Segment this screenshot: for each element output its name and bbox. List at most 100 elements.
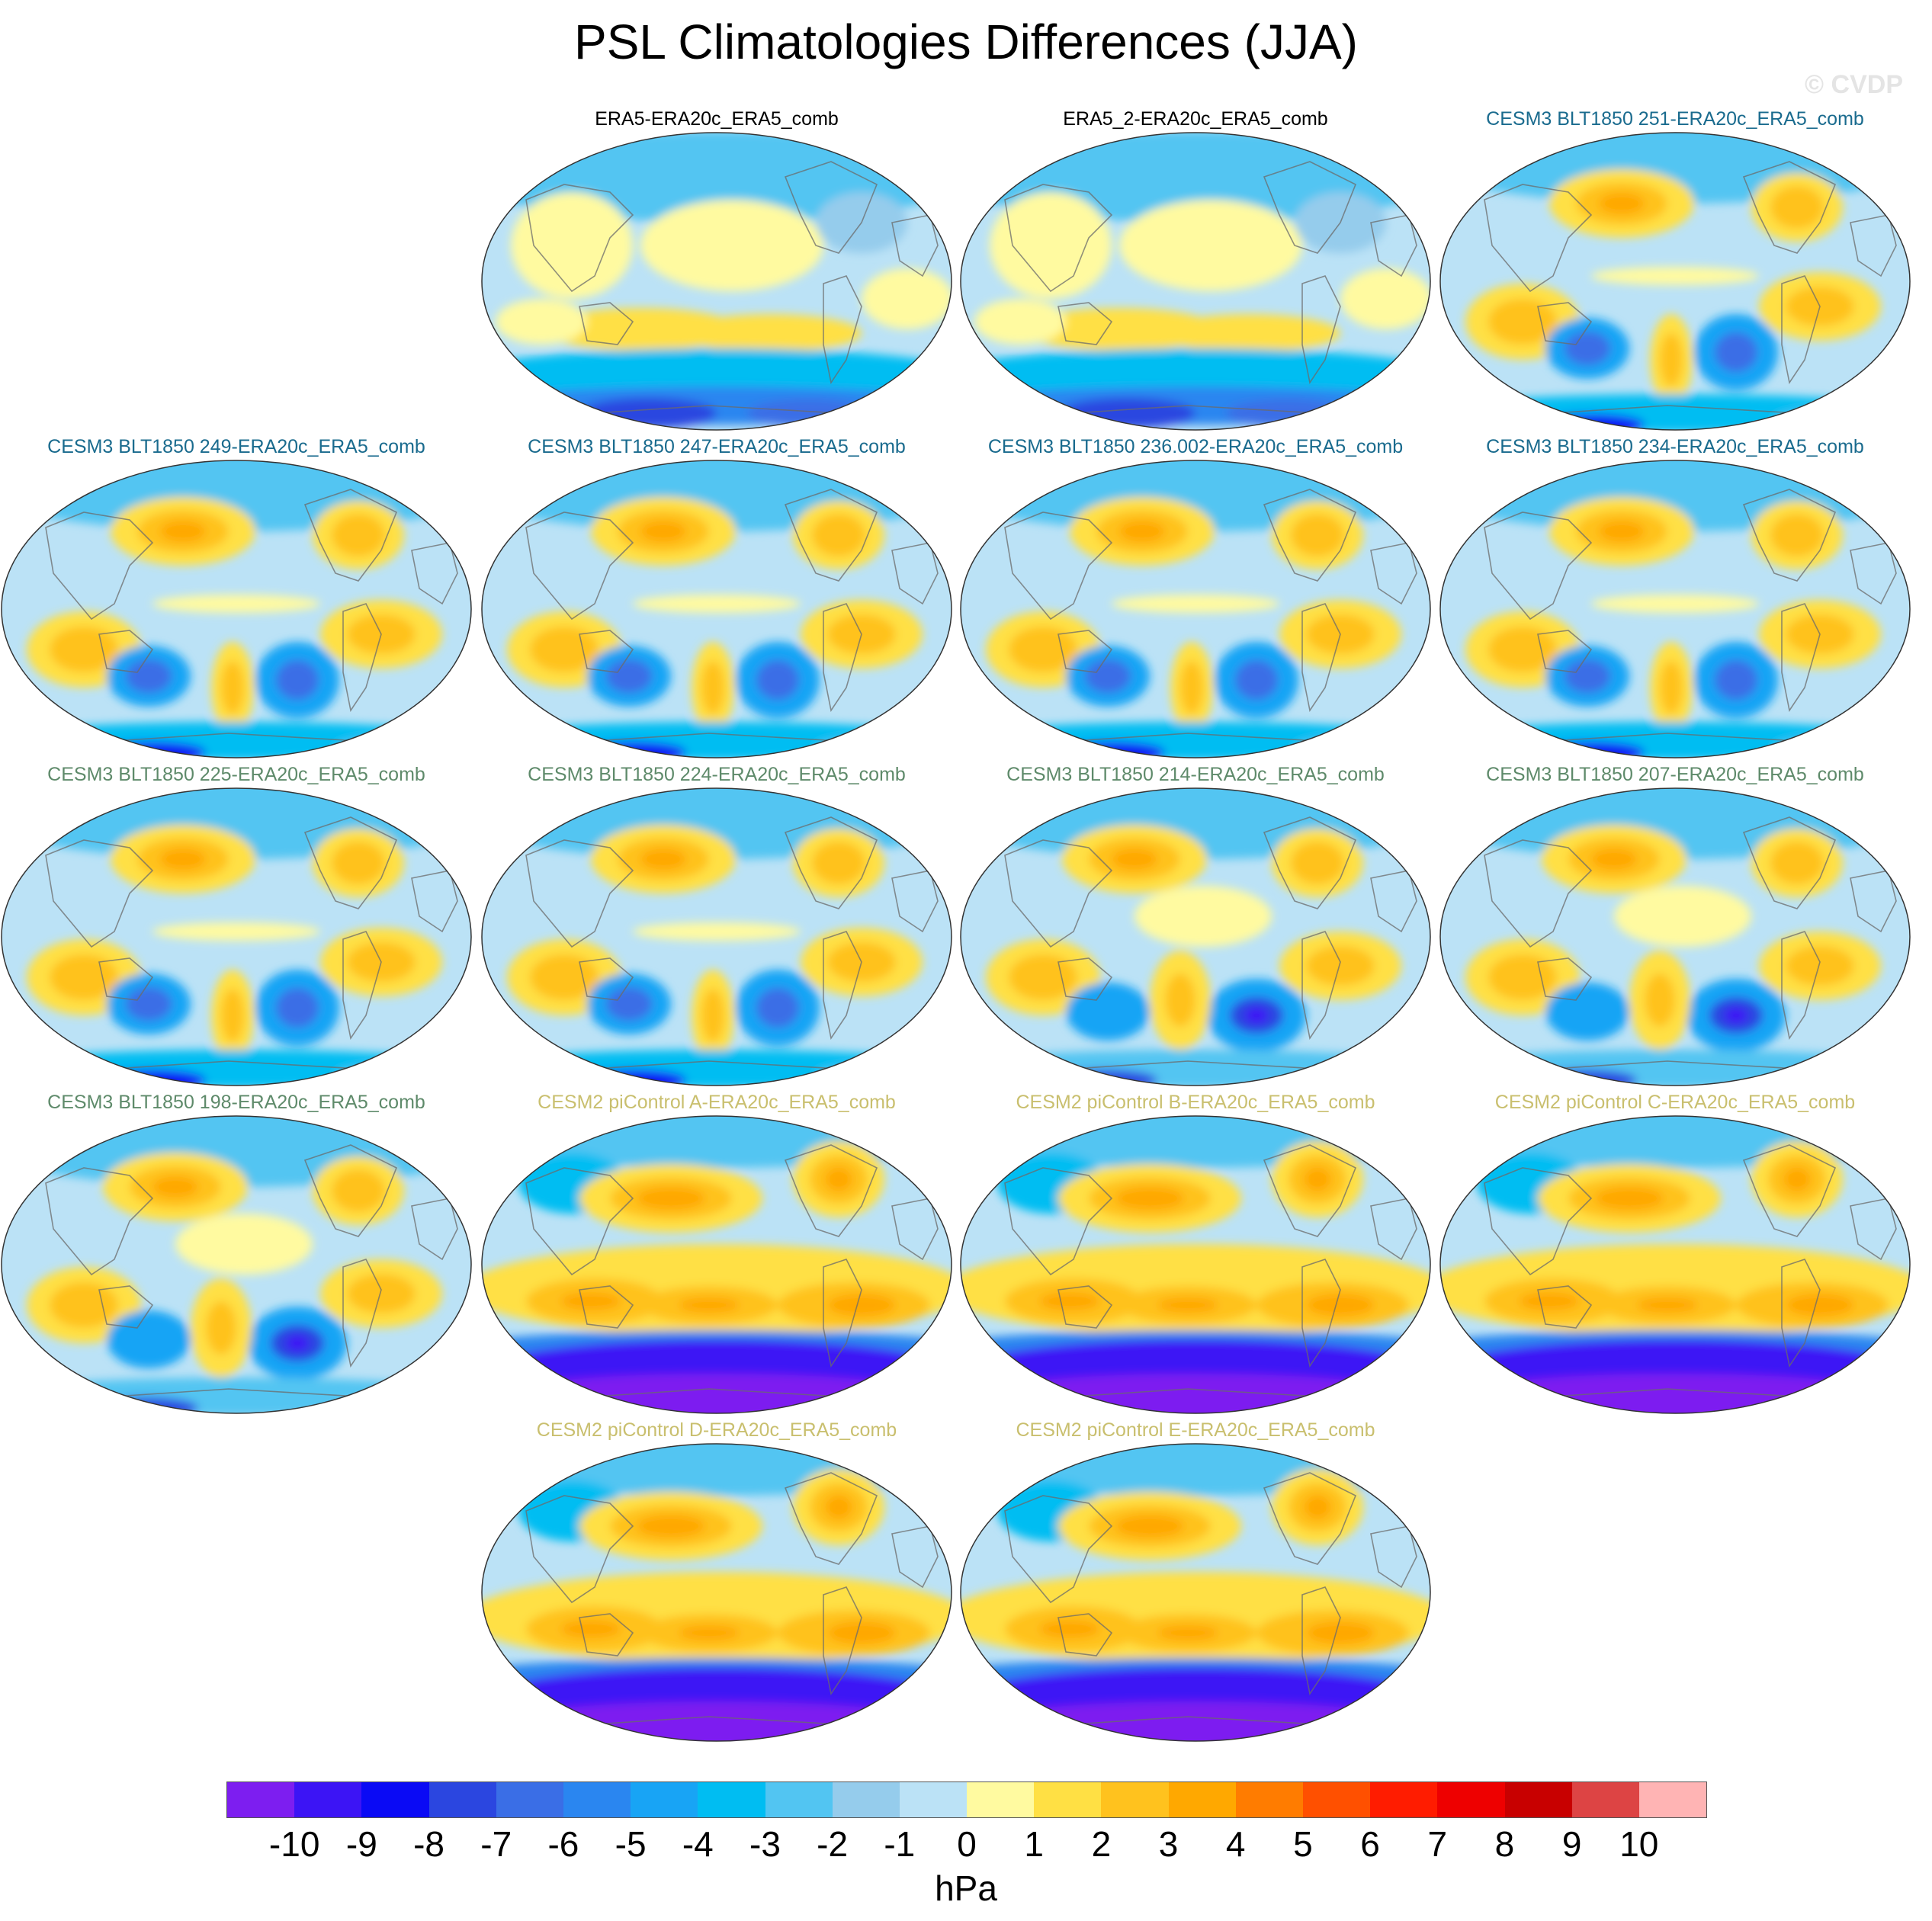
contour-region — [827, 1294, 896, 1316]
contour-region — [756, 660, 799, 700]
contour-region — [332, 1169, 385, 1212]
coastline — [525, 1167, 634, 1276]
contour-region — [1770, 186, 1824, 229]
contour-region — [1774, 410, 1866, 430]
psl-difference-map — [481, 460, 952, 758]
contour-region — [1715, 332, 1757, 372]
colorbar-tick-label: -4 — [682, 1824, 714, 1864]
coastline — [1781, 1259, 1821, 1368]
contour-region — [1119, 521, 1165, 542]
map-panel: CESM3 BLT1850 236.002-ERA20c_ERA5_comb — [959, 436, 1432, 760]
contour-region — [1637, 1297, 1698, 1313]
colorbar-tick-label: 3 — [1158, 1824, 1179, 1864]
colorbar-box — [1235, 1782, 1303, 1817]
colorbar-box — [1034, 1782, 1102, 1817]
colorbar-box — [765, 1782, 833, 1817]
contour-region — [1545, 983, 1629, 1041]
contour-region — [961, 1701, 1430, 1741]
contour-region — [1565, 332, 1610, 365]
coastline — [891, 870, 939, 933]
map-outline — [960, 787, 1431, 1086]
contour-region — [701, 661, 724, 714]
panel-title: CESM3 BLT1850 225-ERA20c_ERA5_comb — [47, 764, 425, 785]
colorbar-tick-label: 2 — [1091, 1824, 1112, 1864]
contour-region — [825, 1495, 852, 1519]
contour-region — [1591, 595, 1759, 613]
coastline — [98, 957, 154, 1001]
coastline — [45, 1167, 154, 1276]
coastline — [342, 931, 382, 1041]
psl-difference-map — [1439, 1115, 1911, 1414]
contour-region — [1519, 1292, 1580, 1310]
psl-difference-map — [481, 1115, 952, 1414]
contour-region — [1660, 661, 1683, 714]
coastline — [891, 214, 939, 277]
contour-region — [633, 922, 801, 941]
contour-region — [1085, 659, 1131, 693]
contour-region — [1157, 314, 1340, 352]
panel-title: CESM2 piControl B-ERA20c_ERA5_comb — [1016, 1092, 1375, 1113]
contour-region — [50, 627, 118, 672]
coastline — [784, 1144, 878, 1237]
colorbar-tick-label: -5 — [615, 1824, 647, 1864]
map-outline — [1439, 132, 1911, 431]
coastline — [784, 161, 878, 254]
coastline — [1301, 275, 1341, 385]
panel-title: CESM3 BLT1850 234-ERA20c_ERA5_comb — [1486, 436, 1864, 457]
map-panel: CESM3 BLT1850 249-ERA20c_ERA5_comb — [0, 436, 473, 760]
psl-difference-map — [481, 132, 952, 431]
coastline — [1301, 931, 1341, 1041]
coastline — [1742, 816, 1837, 909]
coastline — [1537, 630, 1593, 673]
contour-region — [1306, 1294, 1375, 1316]
map-panel: ERA5_2-ERA20c_ERA5_comb — [959, 108, 1432, 432]
map-panel: CESM2 piControl C-ERA20c_ERA5_comb — [1439, 1092, 1911, 1416]
colorbar-tick-label: -1 — [884, 1824, 916, 1864]
contour-region — [1614, 886, 1751, 947]
contour-region — [1770, 842, 1824, 884]
psl-difference-map — [481, 787, 952, 1086]
contour-region — [1291, 514, 1344, 556]
contour-region — [221, 989, 244, 1042]
coastline — [823, 275, 862, 385]
coastline — [411, 542, 458, 605]
coastline — [1301, 1259, 1341, 1368]
coastline — [823, 1259, 862, 1368]
contour-region — [606, 659, 652, 693]
coastline — [1263, 489, 1357, 582]
coastline — [1537, 957, 1593, 1001]
contour-region — [1440, 1050, 1910, 1086]
contour-region — [1009, 954, 1077, 1000]
coastline — [1004, 184, 1113, 293]
contour-region — [961, 1374, 1430, 1413]
coastline — [579, 630, 634, 673]
coastline — [1484, 512, 1593, 621]
coastline — [579, 1285, 634, 1329]
coastline — [1370, 542, 1417, 605]
contour-region — [679, 1297, 740, 1313]
panel-title: CESM3 BLT1850 249-ERA20c_ERA5_comb — [47, 436, 425, 457]
colorbar-box — [227, 1782, 295, 1817]
coastline — [891, 1525, 939, 1589]
panel-title: CESM3 BLT1850 251-ERA20c_ERA5_comb — [1486, 108, 1864, 130]
contour-region — [276, 988, 319, 1028]
contour-region — [1066, 983, 1150, 1041]
contour-region — [756, 988, 799, 1028]
contour-region — [50, 1282, 118, 1328]
colorbar-box — [698, 1782, 765, 1817]
coastline — [411, 870, 458, 933]
contour-region — [1488, 954, 1557, 1000]
colorbar-tick-label: 0 — [957, 1824, 977, 1864]
contour-region — [1304, 1167, 1331, 1191]
contour-region — [816, 1066, 907, 1086]
contour-region — [482, 1050, 952, 1086]
psl-difference-map — [960, 1115, 1431, 1414]
contour-region — [1340, 268, 1430, 329]
coastline — [823, 931, 862, 1041]
contour-region — [1165, 973, 1195, 1027]
coastline — [1004, 1167, 1113, 1276]
contour-region — [1591, 848, 1637, 870]
coastline — [45, 512, 154, 621]
coastline — [1370, 1525, 1417, 1589]
coastline — [303, 489, 398, 582]
